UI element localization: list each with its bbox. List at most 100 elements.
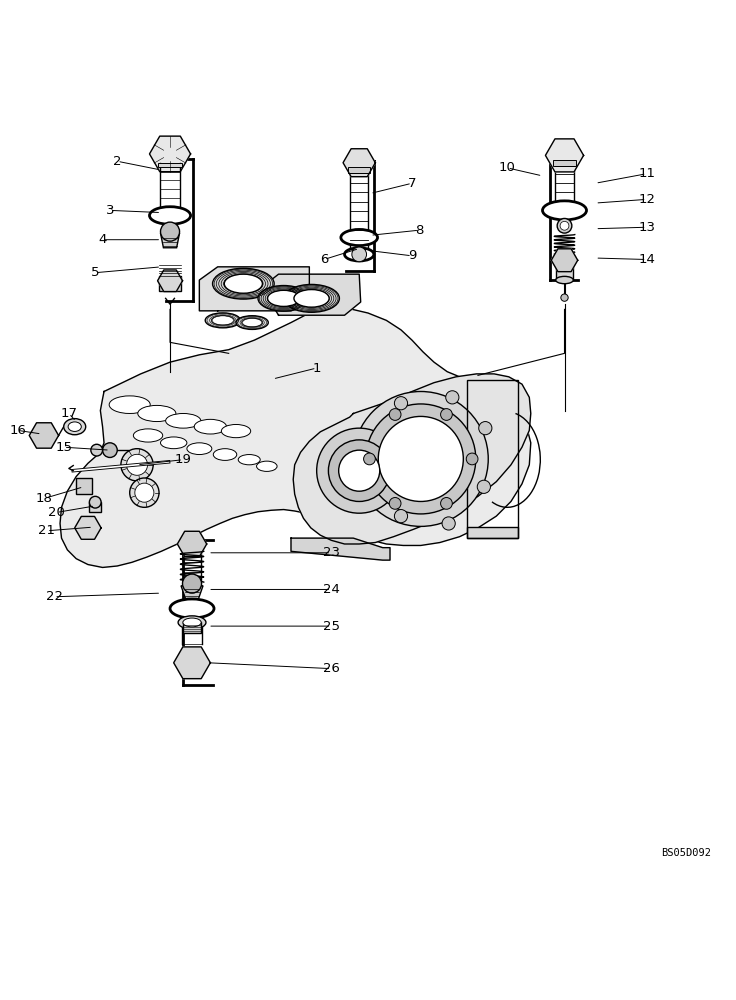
Text: 1: 1 <box>312 362 321 375</box>
Ellipse shape <box>556 276 573 284</box>
Circle shape <box>378 416 464 501</box>
Text: 25: 25 <box>323 620 340 633</box>
Ellipse shape <box>205 313 241 328</box>
Polygon shape <box>551 249 578 272</box>
Circle shape <box>561 294 568 301</box>
Text: 15: 15 <box>55 441 72 454</box>
Circle shape <box>442 517 456 530</box>
Polygon shape <box>75 516 101 539</box>
Ellipse shape <box>178 616 206 629</box>
Polygon shape <box>181 586 203 600</box>
Text: 13: 13 <box>638 221 655 234</box>
Circle shape <box>389 498 401 509</box>
Text: 9: 9 <box>408 249 416 262</box>
Circle shape <box>560 221 569 230</box>
Text: 11: 11 <box>638 167 655 180</box>
Ellipse shape <box>224 274 263 293</box>
Ellipse shape <box>160 437 187 449</box>
Polygon shape <box>29 423 59 448</box>
Text: 16: 16 <box>9 424 26 437</box>
Circle shape <box>89 496 101 508</box>
Text: 3: 3 <box>106 204 114 217</box>
Circle shape <box>316 428 402 513</box>
Polygon shape <box>149 136 191 172</box>
Circle shape <box>353 391 488 526</box>
Ellipse shape <box>211 316 234 325</box>
Ellipse shape <box>344 248 374 261</box>
Circle shape <box>130 478 159 507</box>
Polygon shape <box>343 149 375 177</box>
Text: 12: 12 <box>638 193 655 206</box>
Circle shape <box>127 454 147 475</box>
Ellipse shape <box>236 316 269 329</box>
Text: 23: 23 <box>323 546 340 559</box>
Circle shape <box>441 498 453 509</box>
Ellipse shape <box>258 286 309 311</box>
Ellipse shape <box>133 429 163 442</box>
Circle shape <box>183 574 202 593</box>
Ellipse shape <box>294 290 329 307</box>
Text: BS05D092: BS05D092 <box>661 848 711 858</box>
Ellipse shape <box>341 229 378 246</box>
Circle shape <box>466 453 478 465</box>
Text: 10: 10 <box>499 161 516 174</box>
Text: 26: 26 <box>323 662 340 675</box>
Text: 22: 22 <box>46 590 63 603</box>
Text: 8: 8 <box>415 224 423 237</box>
Ellipse shape <box>187 443 212 455</box>
Ellipse shape <box>257 461 277 471</box>
Circle shape <box>352 247 367 262</box>
Polygon shape <box>177 531 207 557</box>
Bar <box>89 502 101 512</box>
Ellipse shape <box>241 318 263 327</box>
Polygon shape <box>160 233 180 248</box>
Text: 18: 18 <box>35 492 52 505</box>
Ellipse shape <box>222 424 251 438</box>
Text: 4: 4 <box>99 233 107 246</box>
Circle shape <box>477 480 490 493</box>
Text: 21: 21 <box>38 524 55 537</box>
Polygon shape <box>262 274 361 315</box>
Polygon shape <box>158 270 183 292</box>
Bar <box>158 163 182 167</box>
Polygon shape <box>174 647 210 679</box>
Bar <box>556 267 573 280</box>
Ellipse shape <box>183 618 201 627</box>
Polygon shape <box>293 374 531 544</box>
Circle shape <box>364 453 375 465</box>
Ellipse shape <box>213 449 237 460</box>
Ellipse shape <box>283 284 339 312</box>
Text: 17: 17 <box>60 407 77 420</box>
Circle shape <box>160 222 180 241</box>
Ellipse shape <box>542 201 587 220</box>
Ellipse shape <box>109 396 150 413</box>
Bar <box>348 167 370 173</box>
Bar <box>467 527 518 538</box>
Ellipse shape <box>268 290 300 306</box>
Circle shape <box>394 510 408 523</box>
Ellipse shape <box>213 268 274 299</box>
Polygon shape <box>199 267 309 311</box>
Bar <box>467 380 518 538</box>
Ellipse shape <box>166 413 201 428</box>
Text: 7: 7 <box>408 177 417 190</box>
Circle shape <box>441 409 453 420</box>
Text: 20: 20 <box>48 506 65 519</box>
Bar <box>159 276 181 291</box>
Circle shape <box>557 218 572 233</box>
Circle shape <box>366 404 475 514</box>
Circle shape <box>135 483 154 502</box>
Text: 6: 6 <box>320 253 328 266</box>
Text: 19: 19 <box>174 453 191 466</box>
Bar <box>183 622 201 633</box>
Ellipse shape <box>170 599 214 618</box>
Ellipse shape <box>68 422 81 431</box>
Circle shape <box>394 397 408 410</box>
Ellipse shape <box>238 455 261 465</box>
Circle shape <box>389 409 401 420</box>
Circle shape <box>339 450 380 491</box>
Text: 2: 2 <box>113 155 121 168</box>
Circle shape <box>91 444 102 456</box>
Text: 24: 24 <box>323 583 340 596</box>
Circle shape <box>328 440 390 501</box>
